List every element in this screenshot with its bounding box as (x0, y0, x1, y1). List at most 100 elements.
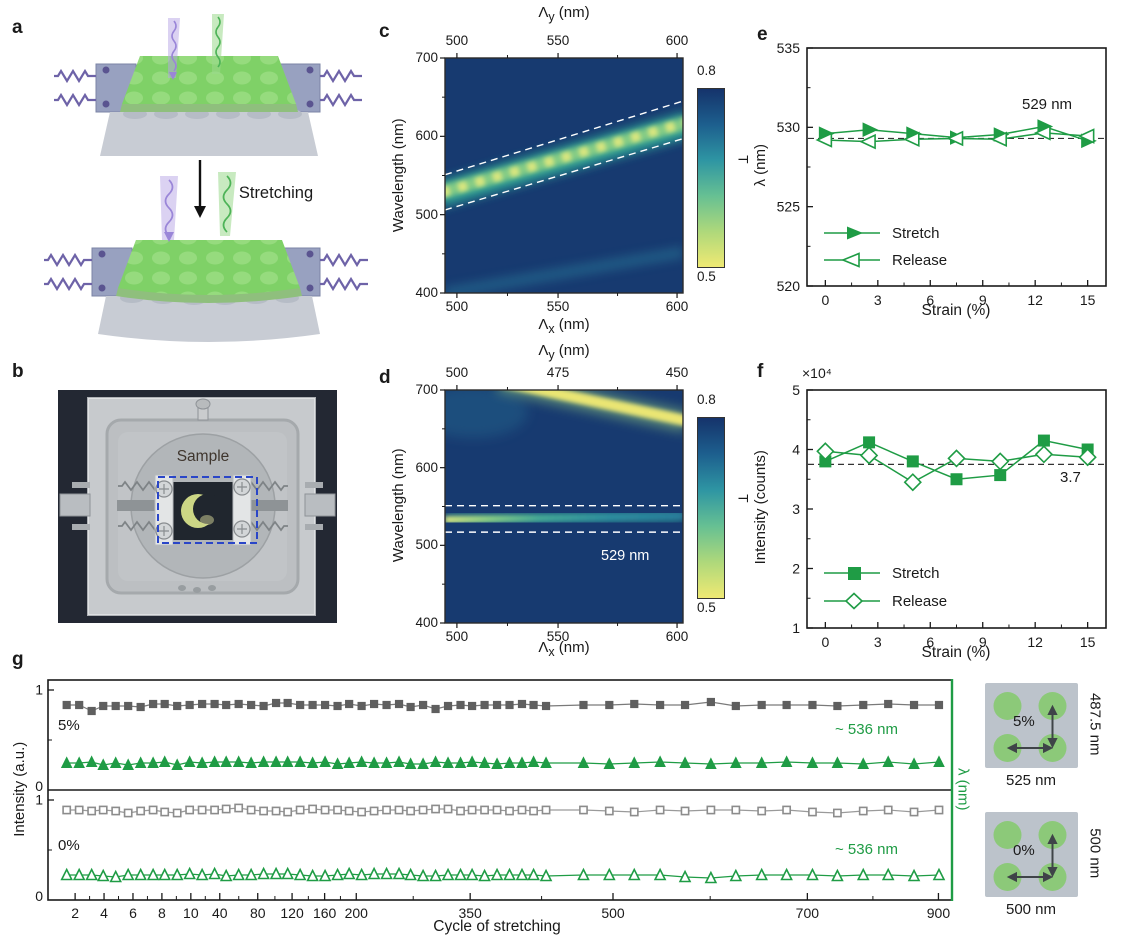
c-ytick: 700 (415, 50, 438, 65)
release-triangle-icon (840, 252, 860, 268)
sample-outline-box (157, 476, 258, 544)
d-ytick: 600 (415, 459, 438, 475)
g-strain-bottom-label: 0% (58, 837, 80, 854)
d-tick: 600 (665, 629, 689, 644)
svg-text:3: 3 (792, 501, 800, 517)
g-strain-top-label: 5% (58, 717, 80, 734)
lattice-inset-0pct (985, 812, 1078, 897)
inset-0pct-side-label: 500 nm (1086, 828, 1104, 879)
stretching-annotation: Stretching (238, 184, 314, 202)
inset-0pct-bottom-label: 500 nm (1005, 901, 1057, 918)
c-tick: 550 (546, 299, 570, 314)
svg-text:900: 900 (927, 905, 951, 921)
svg-text:1: 1 (35, 792, 43, 808)
heatmap-c (440, 53, 684, 298)
d-colorbar-label: T (735, 494, 751, 503)
svg-text:2: 2 (71, 905, 79, 921)
svg-text:6: 6 (926, 634, 934, 650)
svg-text:80: 80 (250, 905, 266, 921)
d-tick: 500 (445, 365, 469, 380)
e-ylabel: λ (nm) (751, 144, 769, 187)
svg-text:5: 5 (792, 382, 800, 398)
f-legend-stretch: Stretch (822, 564, 940, 582)
panel-e-label: e (757, 24, 768, 45)
svg-text:3: 3 (874, 292, 882, 308)
f-annotation-3-7: 3.7 (1060, 469, 1081, 486)
d-colorbar-min: 0.5 (697, 600, 716, 615)
c-colorbar (697, 88, 725, 268)
svg-text:12: 12 (1027, 634, 1043, 650)
g-xlabel: Cycle of stretching (433, 918, 561, 935)
svg-text:160: 160 (313, 905, 337, 921)
svg-text:350: 350 (458, 905, 482, 921)
svg-text:8: 8 (158, 905, 166, 921)
d-top-axis-title: Λy (nm) (538, 342, 590, 362)
e-annotation-529nm: 529 nm (1022, 96, 1073, 113)
svg-text:0: 0 (821, 292, 829, 308)
inset-5pct-strain: 5% (1013, 713, 1035, 730)
intensity-vs-strain-chart: 0 3 6 9 12 15 5 4 3 2 1 (792, 382, 1107, 650)
svg-text:4: 4 (100, 905, 108, 921)
svg-text:0: 0 (35, 778, 43, 794)
svg-text:40: 40 (212, 905, 228, 921)
wavelength-vs-strain-chart: 0 3 6 9 12 15 535 530 525 520 (777, 40, 1107, 308)
inset-5pct-side-label: 487.5 nm (1086, 692, 1104, 756)
svg-text:6: 6 (926, 292, 934, 308)
c-tick: 600 (665, 299, 689, 314)
svg-text:1: 1 (792, 620, 800, 636)
d-colorbar (697, 417, 725, 599)
f-legend-release: Release (822, 592, 947, 610)
c-tick: 550 (546, 33, 570, 48)
g-ylabel: Intensity (a.u.) (10, 741, 28, 837)
c-tick: 500 (445, 299, 469, 314)
d-colorbar-max: 0.8 (697, 392, 716, 407)
c-ytick: 600 (415, 128, 438, 144)
c-ytick: 400 (415, 285, 438, 300)
panel-b-label: b (12, 361, 24, 382)
c-tick: 600 (665, 33, 689, 48)
period-arrows-icon (1006, 704, 1058, 754)
c-top-axis-title: Λy (nm) (538, 4, 590, 24)
svg-text:200: 200 (345, 905, 369, 921)
c-bottom-axis-title: Λx (nm) (538, 316, 590, 336)
g-note-top: ~ 536 nm (835, 721, 898, 738)
svg-text:0: 0 (821, 634, 829, 650)
device-relaxed (95, 14, 321, 156)
svg-text:530: 530 (777, 119, 801, 135)
panel-a-label: a (12, 17, 23, 38)
f-scale-multiplier: ×10⁴ (802, 365, 832, 381)
svg-text:2: 2 (792, 560, 800, 576)
inset-5pct-bottom-label: 525 nm (1005, 772, 1057, 789)
svg-text:4: 4 (792, 441, 800, 457)
d-ytick: 400 (415, 615, 438, 630)
panel-d-label: d (379, 367, 391, 388)
d-tick: 500 (445, 629, 469, 644)
c-colorbar-max: 0.8 (697, 63, 716, 78)
svg-text:9: 9 (979, 634, 987, 650)
panel-g-label: g (12, 649, 24, 670)
f-ylabel: Intensity (counts) (751, 450, 769, 565)
panel-c-label: c (379, 21, 390, 42)
lattice-inset-5pct (985, 683, 1078, 768)
svg-text:535: 535 (777, 40, 801, 56)
svg-text:15: 15 (1080, 292, 1096, 308)
sample-holder-photo (58, 390, 337, 623)
period-arrows-icon (1006, 833, 1058, 883)
svg-text:0: 0 (35, 888, 43, 904)
c-ytick: 500 (415, 206, 438, 222)
c-colorbar-label: T (735, 155, 751, 164)
stretch-triangle-icon (847, 226, 863, 240)
stretching-arrow (194, 160, 206, 218)
heatmap-d (440, 385, 684, 628)
svg-text:15: 15 (1080, 634, 1096, 650)
svg-text:6: 6 (129, 905, 137, 921)
svg-text:9: 9 (979, 292, 987, 308)
svg-text:520: 520 (777, 278, 801, 294)
d-ytick: 700 (415, 382, 438, 397)
d-ytick: 500 (415, 537, 438, 553)
inset-0pct-strain: 0% (1013, 842, 1035, 859)
d-bottom-axis-title: Λx (nm) (538, 639, 590, 659)
c-colorbar-min: 0.5 (697, 269, 716, 284)
